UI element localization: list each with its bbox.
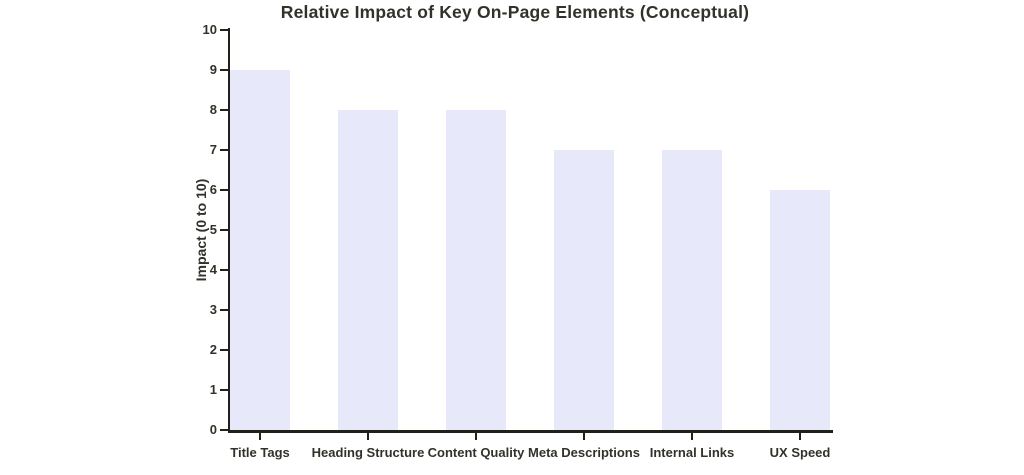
- y-axis-tick: [220, 68, 228, 72]
- bar-internal-links: [662, 150, 722, 430]
- chart-title: Relative Impact of Key On-Page Elements …: [280, 2, 750, 22]
- y-axis-spine: [227, 28, 230, 433]
- y-axis-tick: [220, 148, 228, 152]
- y-axis-tick: [220, 228, 228, 232]
- bar-column: UX Speed: [770, 30, 830, 460]
- bar-column: Heading Structure: [312, 30, 424, 460]
- x-axis-spine: [227, 430, 833, 433]
- bar-column: Content Quality: [428, 30, 524, 460]
- y-tick-label: 9: [209, 62, 217, 77]
- bar-meta-descriptions: [554, 150, 614, 430]
- y-tick-label: 5: [209, 222, 217, 237]
- y-tick-label: 0: [209, 422, 217, 437]
- y-tick-label: 2: [209, 342, 217, 357]
- bar-ux-speed: [770, 190, 830, 430]
- y-tick-label: 3: [209, 302, 217, 317]
- x-tick-label: Content Quality: [427, 445, 525, 460]
- y-tick-label: 4: [209, 262, 217, 277]
- x-tick-label: Heading Structure: [311, 445, 425, 460]
- y-axis-tick: [220, 188, 228, 192]
- y-tick-label: 6: [209, 182, 217, 197]
- y-tick-label: 8: [209, 102, 217, 117]
- x-axis-tick: [690, 432, 694, 440]
- x-tick-label: Internal Links: [649, 445, 735, 460]
- x-tick-label: UX Speed: [769, 445, 831, 460]
- bar-column: Meta Descriptions: [528, 30, 640, 460]
- x-axis-tick: [474, 432, 478, 440]
- bar-heading-structure: [338, 110, 398, 430]
- y-axis-tick: [220, 28, 228, 32]
- x-axis-tick: [582, 432, 586, 440]
- y-axis-tick: [220, 268, 228, 272]
- bar-content-quality: [446, 110, 506, 430]
- y-tick-label: 10: [202, 22, 217, 37]
- y-tick-label: 1: [209, 382, 217, 397]
- y-axis-tick: [220, 308, 228, 312]
- x-tick-label: Meta Descriptions: [528, 445, 640, 460]
- y-axis-tick: [220, 428, 228, 432]
- x-axis-tick: [366, 432, 370, 440]
- y-axis-tick: [220, 108, 228, 112]
- plot-area: Impact (0 to 10) 0 1 2 3 4 5 6 7 8 9 10 Title Tags…: [193, 22, 833, 460]
- y-axis-tick: [220, 348, 228, 352]
- y-axis-tick: [220, 388, 228, 392]
- bars-container: Title Tags Heading Structure Content Quali…: [230, 30, 830, 460]
- x-axis-tick: [798, 432, 802, 440]
- x-tick-label: Title Tags: [230, 445, 290, 460]
- y-tick-label: 7: [209, 142, 217, 157]
- x-axis-tick: [258, 432, 262, 440]
- bar-title-tags: [230, 70, 290, 430]
- bar-column: Internal Links: [650, 30, 734, 460]
- bar-column: Title Tags: [230, 30, 290, 460]
